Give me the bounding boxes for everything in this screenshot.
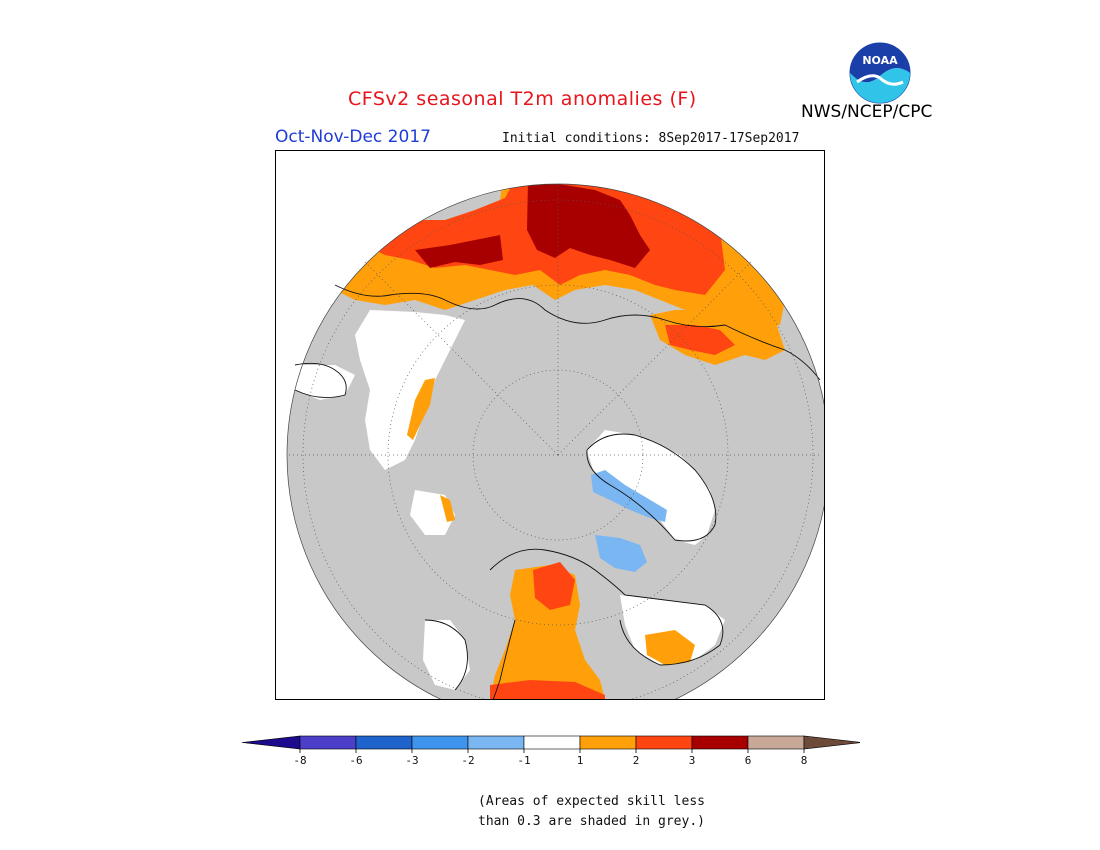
- anomaly-2to3-eastern-canada: [645, 630, 695, 665]
- colorbar-tick-label: -1: [517, 754, 530, 767]
- colorbar-tick-label: -3: [405, 754, 418, 767]
- colorbar-bin: [355, 735, 413, 750]
- colorbar-tick-label: -6: [349, 754, 362, 767]
- colorbar-tick-label: 3: [689, 754, 696, 767]
- colorbar-bin: [467, 735, 525, 750]
- lat-lon-grid: [287, 184, 822, 700]
- footnote: (Areas of expected skill less than 0.3 a…: [478, 792, 705, 832]
- colorbar-bin: [635, 735, 693, 750]
- footnote-line-1: (Areas of expected skill less: [478, 794, 705, 809]
- coastlines: [294, 284, 821, 700]
- anomaly-3to6-alaska: [665, 325, 735, 355]
- anomaly-2to3-north-pacific: [440, 495, 455, 522]
- colorbar-tick-label: 1: [577, 754, 584, 767]
- colorbar-bin: [579, 735, 637, 750]
- colorbar-bin: [747, 735, 805, 750]
- colorbar-tick-label: -8: [293, 754, 306, 767]
- footnote-line-2: than 0.3 are shaded in grey.): [478, 814, 705, 829]
- colorbar-bin-low-end: [241, 735, 301, 750]
- anomaly-3to6-us-east: [490, 680, 605, 700]
- anomaly-2to3-north-america: [490, 565, 605, 700]
- noaa-logo: NOAA: [849, 42, 911, 104]
- anomaly-near-normal-europe: [355, 310, 465, 470]
- colorbar-bin: [523, 735, 581, 750]
- anomaly-6to8-europe: [415, 235, 503, 268]
- map-boundary: [286, 183, 825, 700]
- colorbar-tick-label: 2: [633, 754, 640, 767]
- colorbar-bin: [411, 735, 469, 750]
- chart-title: CFSv2 seasonal T2m anomalies (F): [348, 88, 697, 110]
- colorbar: -8 -6 -3 -2 -1 1 2 3 6 8: [241, 735, 860, 767]
- polar-anomaly-map: [275, 150, 825, 700]
- colorbar-tick-label: 8: [801, 754, 808, 767]
- colorbar-bin-high-end: [803, 735, 860, 750]
- noaa-logo-text: NOAA: [862, 54, 898, 67]
- anomaly-near-normal-pacific: [423, 620, 470, 690]
- anomaly-minus1to-2-greenland: [591, 470, 667, 522]
- colorbar-tick-label: -2: [461, 754, 474, 767]
- anomaly-2to3-europe-coast: [407, 378, 435, 440]
- forecast-period: Oct-Nov-Dec 2017: [275, 127, 431, 147]
- agency-label: NWS/NCEP/CPC: [801, 102, 933, 122]
- colorbar-bin: [691, 735, 749, 750]
- colorbar-tick-label: 6: [745, 754, 752, 767]
- initial-conditions: Initial conditions: 8Sep2017-17Sep2017: [502, 131, 800, 146]
- anomaly-3to6-hudson: [533, 562, 575, 610]
- anomaly-minus1to-2-canada: [595, 535, 647, 572]
- colorbar-bin: [299, 735, 357, 750]
